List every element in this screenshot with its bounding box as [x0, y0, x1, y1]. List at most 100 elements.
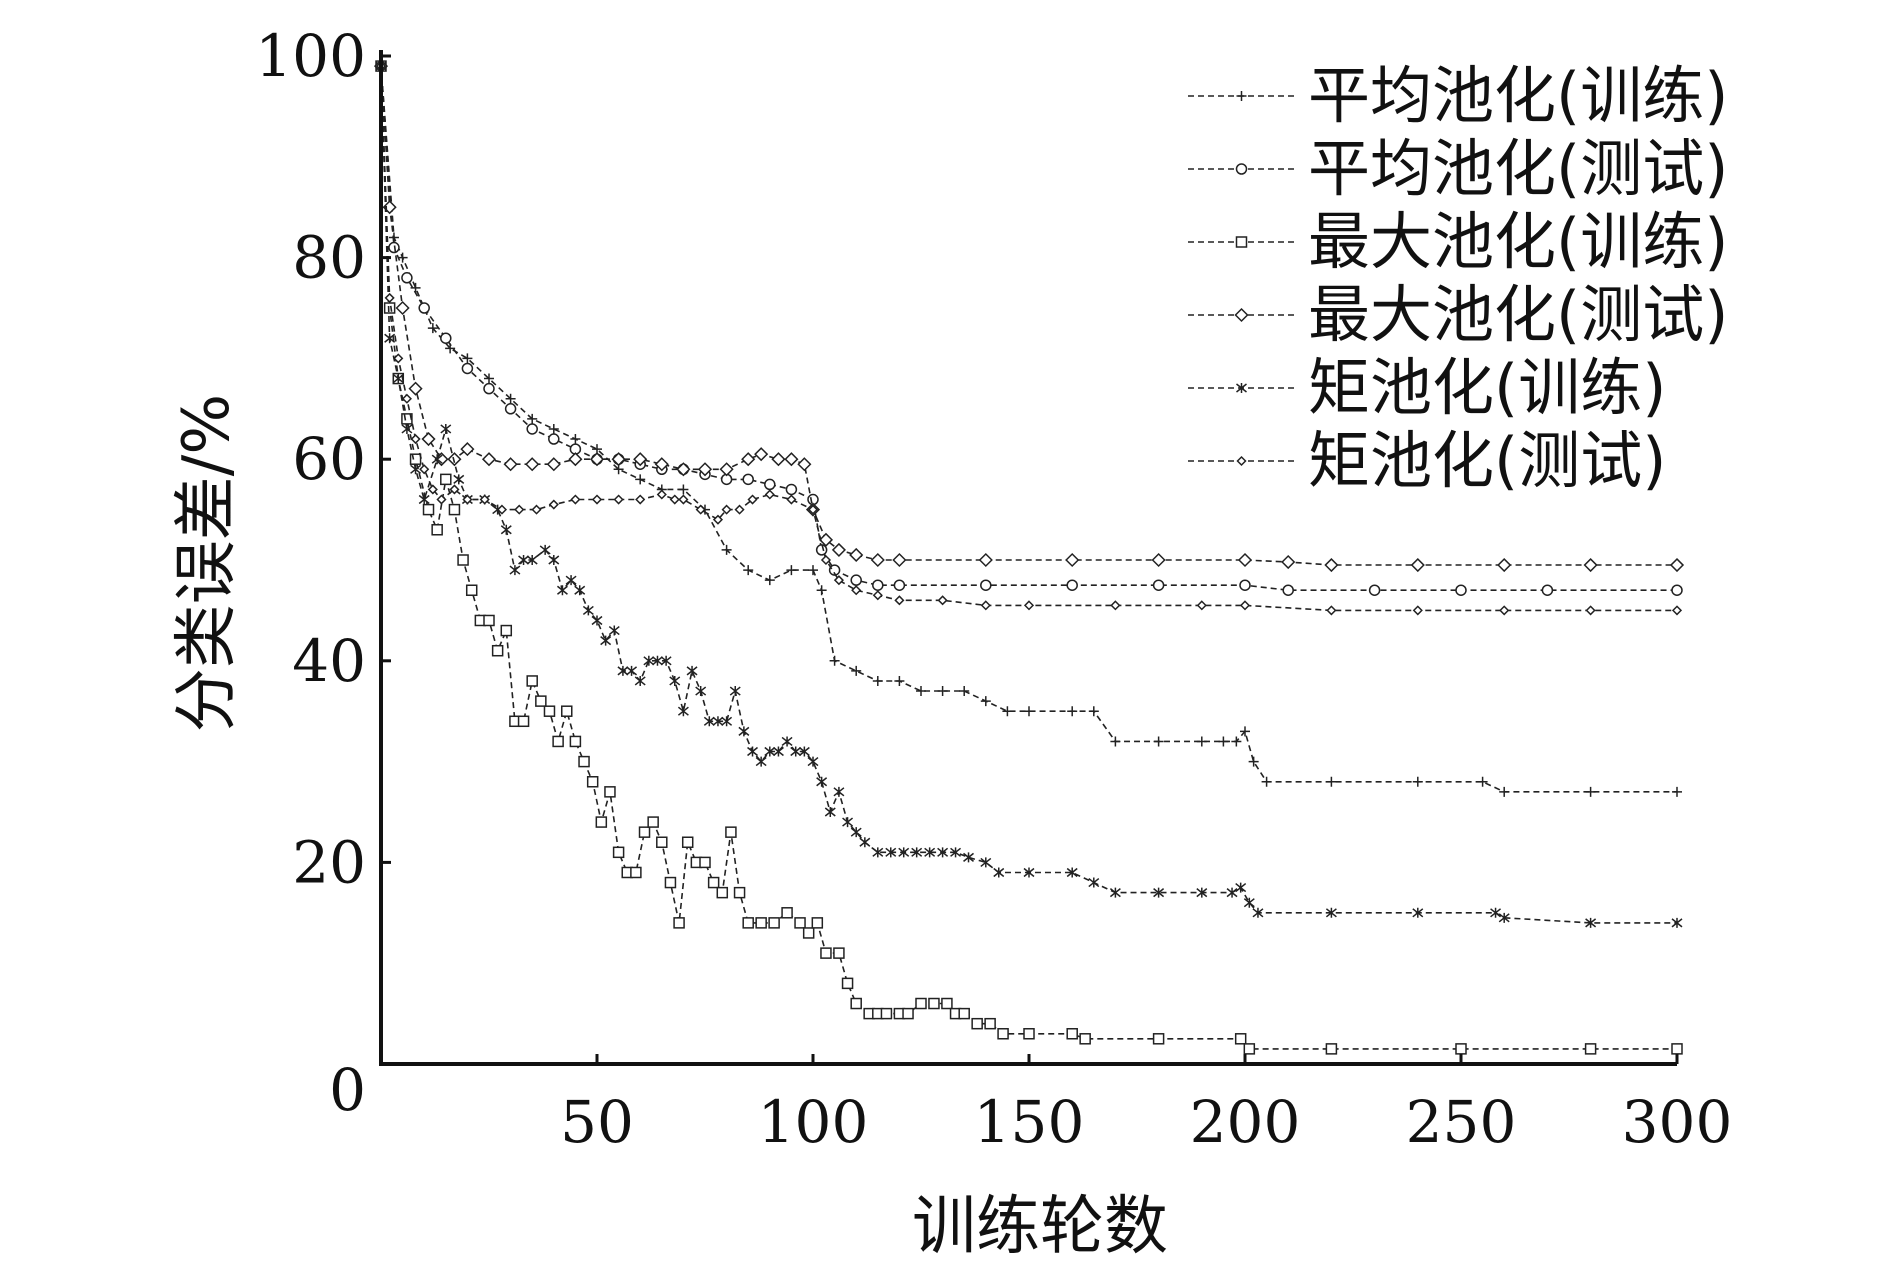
data-point	[808, 565, 818, 576]
data-point	[1236, 455, 1247, 467]
data-point	[669, 675, 681, 686]
series-6	[375, 61, 1683, 616]
data-point	[462, 494, 473, 505]
legend-entry: 最大池化(测试)	[1188, 278, 1728, 351]
data-point	[656, 489, 667, 500]
data-point	[885, 847, 897, 858]
data-point	[1282, 584, 1294, 596]
data-point	[816, 776, 828, 787]
data-point	[449, 484, 460, 495]
data-point	[479, 494, 490, 505]
data-point	[484, 373, 494, 384]
data-point	[828, 564, 841, 576]
data-point	[427, 323, 438, 334]
data-point	[695, 686, 707, 697]
data-point	[1585, 786, 1596, 797]
x-tick-label: 300	[1622, 1088, 1733, 1156]
data-point	[1455, 584, 1467, 596]
data-point	[841, 977, 854, 990]
data-point	[850, 827, 862, 838]
data-point	[1231, 736, 1242, 747]
data-point	[894, 595, 905, 606]
data-point	[1412, 907, 1424, 918]
data-point	[546, 457, 561, 472]
data-point	[781, 736, 793, 747]
legend-entry: 平均池化(训练)	[1188, 59, 1728, 132]
data-point	[503, 457, 518, 472]
y-tick-label: 20	[292, 828, 366, 896]
data-point	[431, 524, 443, 536]
data-point	[1324, 557, 1339, 573]
data-point	[924, 847, 936, 858]
data-point	[997, 1028, 1009, 1040]
data-point	[719, 462, 734, 477]
data-point	[980, 857, 992, 868]
data-point	[1325, 1043, 1338, 1055]
data-point	[526, 675, 538, 687]
data-point	[617, 665, 629, 676]
data-point	[980, 579, 992, 591]
data-point	[1541, 584, 1554, 596]
data-point	[612, 846, 625, 859]
data-point	[421, 431, 436, 447]
data-point	[703, 716, 715, 727]
data-point	[915, 997, 927, 1010]
data-point	[1239, 600, 1251, 611]
data-point	[569, 735, 582, 748]
data-point	[500, 524, 512, 535]
ticks-layer: 50 100 150 200 250 300 0 20 40 60 80 100	[255, 22, 1732, 1156]
data-point	[677, 706, 689, 717]
data-point	[504, 403, 517, 415]
data-point	[591, 615, 603, 626]
data-point	[1066, 867, 1078, 878]
data-point	[397, 252, 408, 263]
data-point	[1671, 584, 1683, 596]
data-point	[548, 423, 559, 434]
data-point	[1152, 1033, 1165, 1045]
data-point	[586, 776, 599, 788]
data-point	[1669, 557, 1685, 573]
data-point	[916, 686, 926, 697]
data-point	[1151, 552, 1166, 568]
data-point	[1002, 706, 1013, 717]
data-point	[721, 504, 732, 515]
data-point	[561, 705, 573, 717]
series-1	[376, 61, 1682, 797]
data-point	[525, 457, 540, 472]
x-tick-label: 50	[560, 1088, 634, 1156]
data-point	[980, 696, 991, 707]
data-point	[1326, 605, 1337, 616]
x-tick-label: 200	[1190, 1088, 1301, 1156]
data-point	[410, 433, 421, 445]
data-point	[410, 464, 422, 475]
legend-label: 平均池化(测试)	[1308, 132, 1728, 205]
data-point	[794, 917, 806, 929]
data-point	[548, 433, 560, 445]
data-point	[1110, 736, 1121, 747]
data-point	[1023, 1028, 1035, 1040]
data-point	[1281, 554, 1296, 570]
data-point	[457, 554, 469, 566]
data-point	[833, 947, 845, 959]
data-point	[500, 624, 513, 637]
data-point	[643, 655, 655, 666]
data-point	[754, 447, 769, 462]
data-point	[1368, 584, 1381, 596]
data-point	[673, 917, 685, 929]
data-point	[654, 457, 669, 472]
data-point	[676, 462, 691, 477]
data-point	[570, 494, 581, 505]
data-point	[422, 503, 435, 516]
data-point	[937, 595, 948, 606]
data-point	[410, 282, 421, 293]
data-point	[980, 600, 991, 611]
data-point	[786, 494, 797, 505]
data-point	[747, 746, 758, 757]
data-point	[772, 746, 784, 757]
data-point	[928, 997, 940, 1010]
data-point	[539, 544, 551, 555]
data-point	[635, 474, 646, 485]
data-point	[695, 504, 706, 515]
data-point	[431, 454, 443, 465]
